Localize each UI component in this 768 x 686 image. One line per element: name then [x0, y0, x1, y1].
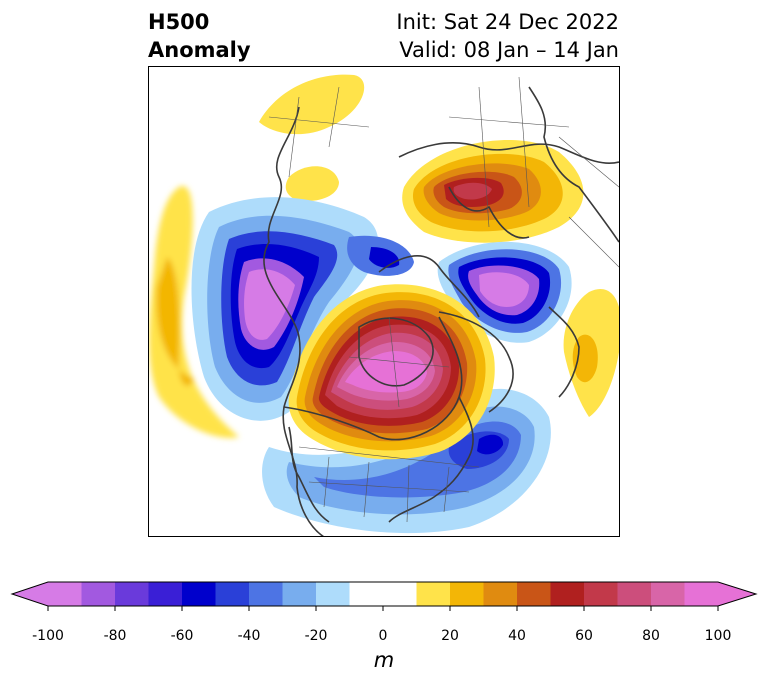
anomaly-trough-west: [191, 197, 379, 421]
colorbar-swatch: [684, 582, 719, 606]
colorbar-extend-max: [718, 582, 756, 606]
political-borders: [268, 76, 619, 523]
colorbar-swatch: [182, 582, 216, 606]
colorbar-swatch: [215, 582, 250, 606]
anomaly-ridge-north: [259, 74, 365, 135]
colorbar-swatch: [148, 582, 183, 606]
field-name: H500: [148, 10, 210, 34]
colorbar-tick-label: 100: [704, 628, 732, 644]
anomaly-trough-east: [437, 241, 572, 343]
colorbar-tick-label: -40: [237, 628, 261, 644]
colorbar-swatch: [48, 582, 82, 606]
colorbar-tick-label: -100: [32, 628, 64, 644]
colorbar-tick-label: 20: [441, 628, 459, 644]
colorbar-swatch: [651, 582, 685, 606]
colorbar-tick-label: 80: [642, 628, 660, 644]
anomaly-map-svg: [149, 74, 619, 536]
colorbar-swatch: [316, 582, 350, 606]
anomaly-map: [148, 66, 620, 537]
colorbar-tick-label: 0: [378, 628, 388, 644]
valid-range: Valid: 08 Jan – 14 Jan: [399, 38, 619, 62]
colorbar-swatch: [249, 582, 283, 606]
colorbar-swatch: [349, 582, 417, 606]
colorbar: [10, 581, 758, 611]
colorbar-swatch: [550, 582, 585, 606]
anomaly-trough-small-core: [369, 247, 400, 268]
colorbar-tick-label: 60: [575, 628, 593, 644]
field-kind: Anomaly: [148, 38, 251, 62]
colorbar-tick-label: 40: [508, 628, 526, 644]
colorbar-swatch: [416, 582, 451, 606]
map-title-left: H500 Anomaly: [148, 8, 251, 64]
colorbar-swatch: [282, 582, 317, 606]
colorbar-tick-label: -20: [304, 628, 328, 644]
coastlines: [263, 86, 619, 536]
map-title-right: Init: Sat 24 Dec 2022 Valid: 08 Jan – 14…: [396, 8, 619, 64]
colorbar-tick-label: -60: [170, 628, 194, 644]
colorbar-extend-min: [12, 582, 48, 606]
colorbar-swatch: [115, 582, 149, 606]
anomaly-ridge-central: [288, 284, 495, 460]
colorbar-outline: [10, 581, 758, 607]
colorbar-tick-label: -80: [103, 628, 127, 644]
colorbar-swatch: [584, 582, 618, 606]
unit-label: m: [373, 648, 395, 672]
init-date: Init: Sat 24 Dec 2022: [396, 10, 619, 34]
colorbar-swatch: [81, 582, 116, 606]
colorbar-swatch: [517, 582, 551, 606]
colorbar-swatch: [450, 582, 484, 606]
anomaly-ridge-north-2: [285, 166, 339, 202]
colorbar-swatch: [483, 582, 518, 606]
anomaly-ridge-northeast: [402, 139, 584, 243]
colorbar-swatch: [617, 582, 652, 606]
anomaly-ridge-west: [149, 186, 239, 438]
